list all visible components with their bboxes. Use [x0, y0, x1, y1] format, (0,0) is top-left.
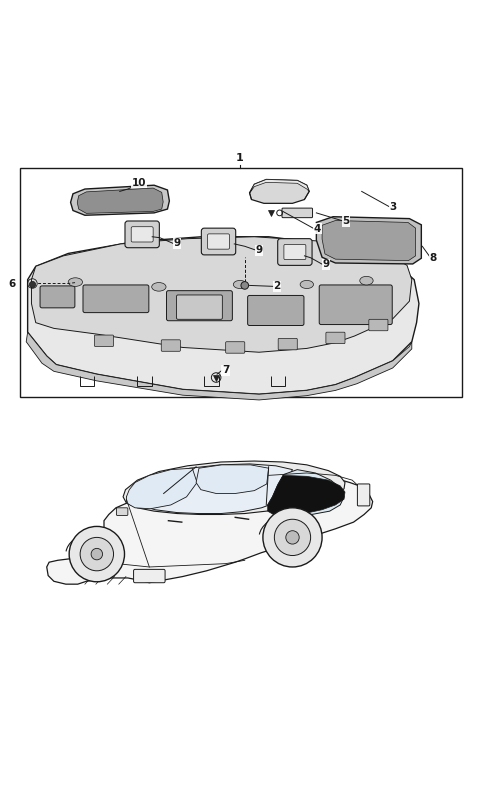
- Ellipse shape: [152, 282, 166, 291]
- FancyBboxPatch shape: [125, 221, 159, 247]
- Polygon shape: [126, 468, 197, 509]
- FancyBboxPatch shape: [326, 332, 345, 344]
- Text: 10: 10: [132, 178, 146, 188]
- FancyBboxPatch shape: [40, 286, 75, 308]
- Polygon shape: [32, 237, 412, 352]
- Polygon shape: [268, 470, 344, 516]
- Circle shape: [263, 508, 322, 567]
- FancyBboxPatch shape: [83, 285, 149, 313]
- Text: 8: 8: [430, 253, 437, 263]
- Text: 9: 9: [323, 259, 329, 270]
- Text: 7: 7: [222, 365, 229, 375]
- Polygon shape: [316, 217, 421, 264]
- Polygon shape: [28, 237, 419, 394]
- FancyBboxPatch shape: [278, 239, 312, 266]
- Ellipse shape: [68, 278, 83, 286]
- FancyBboxPatch shape: [248, 295, 304, 326]
- Circle shape: [91, 548, 103, 560]
- FancyBboxPatch shape: [131, 227, 153, 242]
- FancyBboxPatch shape: [284, 244, 306, 259]
- Polygon shape: [47, 473, 372, 584]
- Polygon shape: [126, 464, 292, 514]
- FancyBboxPatch shape: [116, 508, 128, 516]
- Circle shape: [275, 519, 311, 555]
- FancyBboxPatch shape: [207, 234, 229, 249]
- Circle shape: [286, 531, 299, 544]
- FancyBboxPatch shape: [133, 569, 165, 583]
- Ellipse shape: [300, 280, 313, 289]
- Circle shape: [241, 282, 249, 289]
- Polygon shape: [123, 461, 345, 515]
- Ellipse shape: [233, 280, 247, 289]
- Text: 3: 3: [389, 202, 396, 212]
- Polygon shape: [196, 465, 269, 493]
- Polygon shape: [322, 220, 416, 261]
- FancyBboxPatch shape: [167, 290, 232, 321]
- Text: 1: 1: [236, 153, 244, 164]
- FancyBboxPatch shape: [226, 342, 245, 354]
- Text: 5: 5: [342, 216, 349, 226]
- FancyBboxPatch shape: [161, 340, 180, 351]
- Circle shape: [69, 527, 124, 582]
- Bar: [21, 168, 462, 397]
- Ellipse shape: [360, 276, 373, 285]
- Text: 9: 9: [255, 245, 263, 255]
- Polygon shape: [77, 188, 163, 213]
- FancyBboxPatch shape: [95, 335, 114, 346]
- FancyBboxPatch shape: [369, 319, 388, 330]
- FancyBboxPatch shape: [201, 228, 236, 255]
- FancyBboxPatch shape: [319, 285, 392, 325]
- Polygon shape: [71, 185, 169, 215]
- FancyBboxPatch shape: [282, 208, 312, 218]
- Polygon shape: [250, 180, 309, 193]
- Polygon shape: [26, 332, 412, 400]
- FancyBboxPatch shape: [278, 338, 297, 350]
- Text: 9: 9: [173, 239, 180, 248]
- FancyBboxPatch shape: [358, 484, 370, 506]
- Polygon shape: [250, 180, 309, 203]
- Text: 4: 4: [313, 223, 321, 234]
- Circle shape: [80, 537, 114, 571]
- Polygon shape: [268, 476, 345, 516]
- Text: 6: 6: [8, 279, 15, 289]
- FancyBboxPatch shape: [177, 295, 222, 319]
- Text: 2: 2: [274, 282, 281, 291]
